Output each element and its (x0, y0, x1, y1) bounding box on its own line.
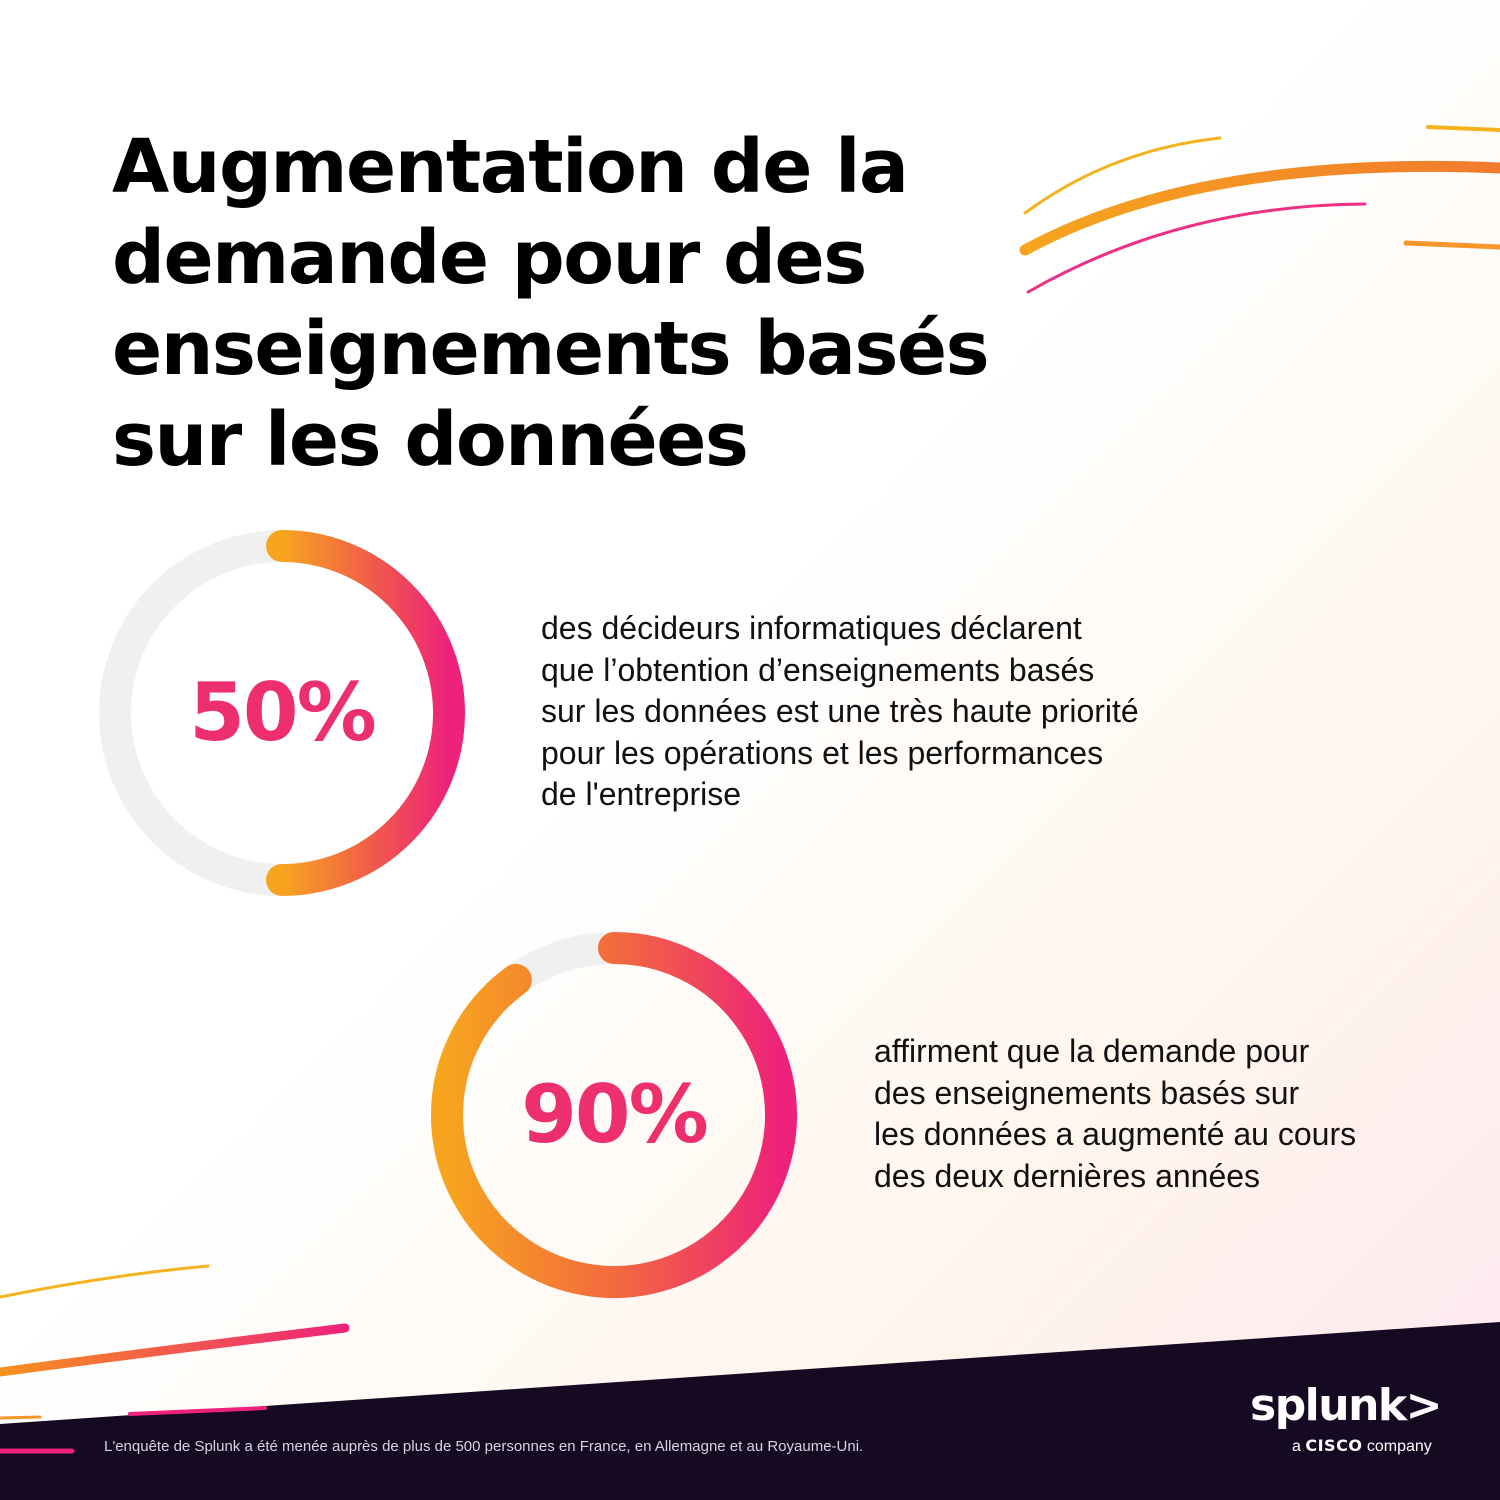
description-line: pour les opérations et les performances (541, 734, 1104, 771)
footer-decorative-streaks (0, 1406, 267, 1454)
title-line: enseignements basés (112, 306, 990, 392)
description-line: les données a augmenté au cours (874, 1116, 1357, 1152)
splunk-logo: splunk> a CISCO company (1240, 1380, 1450, 1460)
logo-tagline: a CISCO company (1292, 1436, 1432, 1456)
title-line: sur les données (112, 397, 749, 483)
description-line: affirment que la demande pour (874, 1033, 1310, 1069)
footer-band (0, 1322, 1500, 1500)
donut-arc (266, 530, 465, 896)
logo-tagline-suffix: company (1366, 1438, 1432, 1455)
bottom-left-decorative-streaks (0, 1264, 350, 1377)
title-line: Augmentation de la (112, 124, 909, 210)
donut-description: affirment que la demande pour des enseig… (874, 1031, 1356, 1197)
donut-svg (431, 932, 797, 1298)
logo-tagline-brand: CISCO (1305, 1436, 1363, 1455)
description-line: sur les données est une très haute prior… (541, 693, 1139, 729)
donut-svg (99, 530, 465, 896)
logo-wordmark: splunk> (1250, 1380, 1443, 1431)
title-line: demande pour des (112, 215, 867, 301)
donut-chart-50: 50% (97, 528, 467, 898)
top-right-decorative-streaks (1019, 125, 1500, 294)
donut-description: des décideurs informatiques déclarent qu… (541, 608, 1139, 816)
description-line: que l’obtention d’enseignements basés (541, 651, 1095, 688)
description-line: des décideurs informatiques déclarent (541, 610, 1082, 646)
donut-percent-label: 90% (521, 1068, 708, 1161)
footnote: L'enquête de Splunk a été menée auprès d… (104, 1438, 864, 1455)
logo-tagline-prefix: a (1292, 1438, 1301, 1455)
donut-percent-label: 50% (189, 666, 376, 759)
description-line: des deux dernières années (874, 1157, 1261, 1194)
page-title: Augmentation de la demande pour des ense… (112, 122, 1012, 486)
description-line: de l'entreprise (541, 776, 741, 812)
description-line: des enseignements basés sur (874, 1074, 1300, 1111)
donut-chart-90: 90% (429, 930, 799, 1300)
donut-arc (431, 932, 797, 1298)
